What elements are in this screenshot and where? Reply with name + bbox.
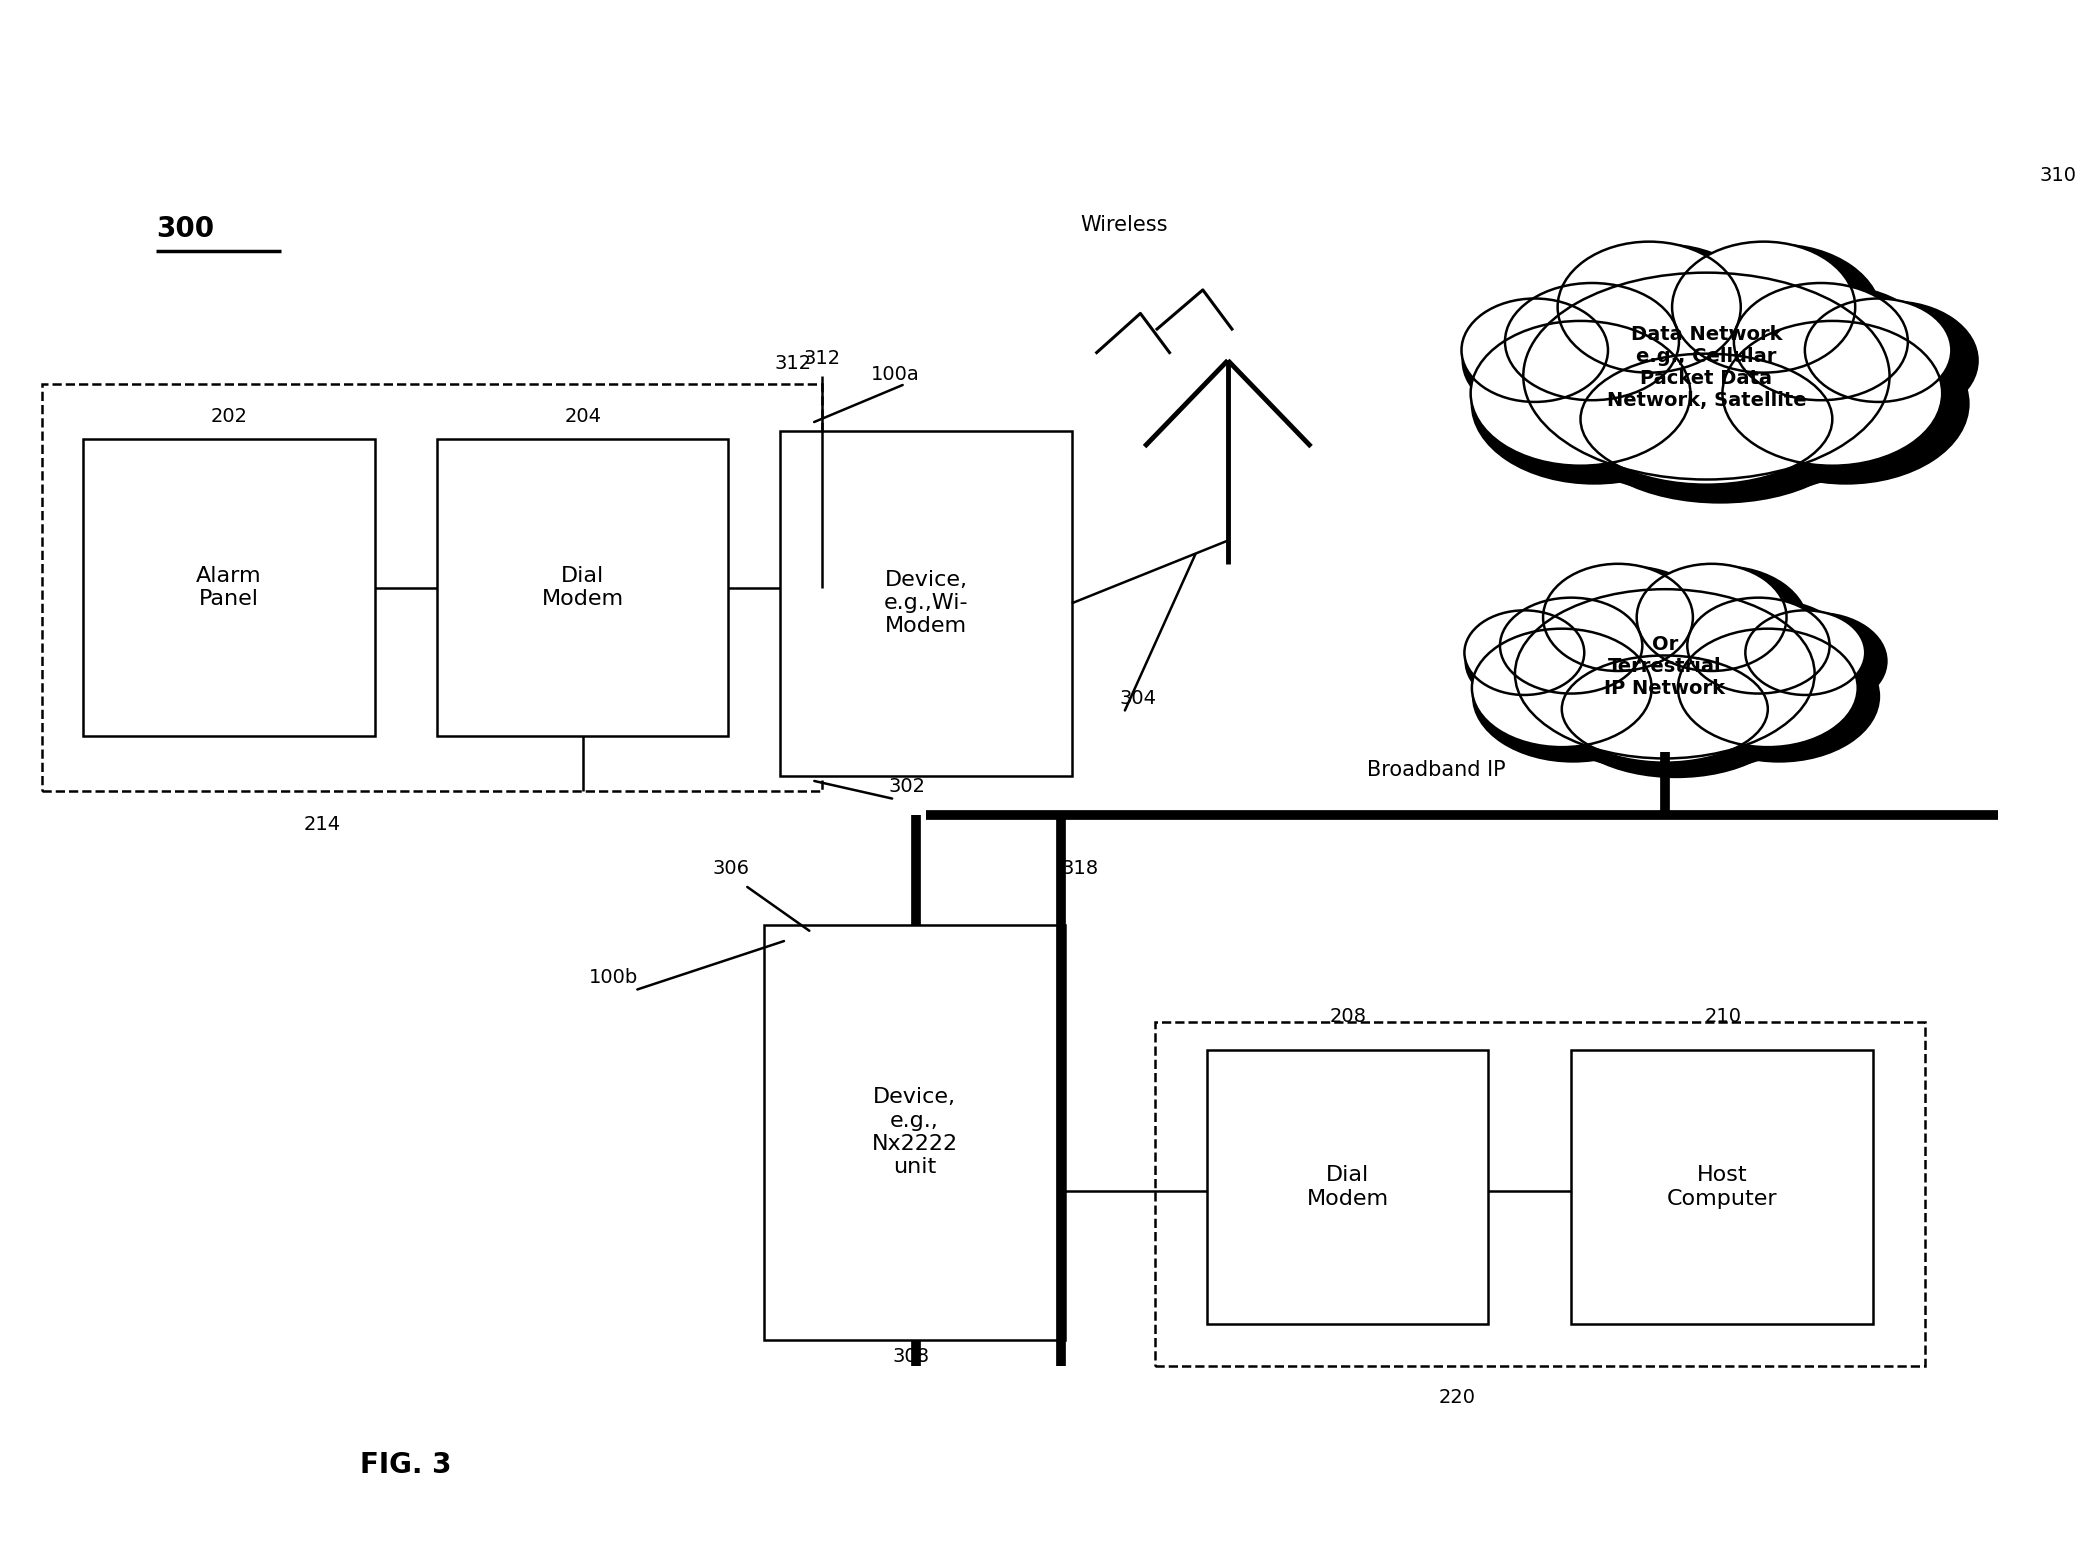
Bar	[780, 431, 1072, 776]
Text: Host
Computer: Host Computer	[1667, 1166, 1777, 1208]
Text: 202: 202	[210, 407, 248, 426]
Text: Broadband IP: Broadband IP	[1367, 760, 1505, 780]
Text: 100b: 100b	[589, 968, 639, 987]
Ellipse shape	[1723, 323, 1971, 484]
Bar	[42, 384, 822, 791]
Ellipse shape	[1544, 564, 1694, 671]
Ellipse shape	[1733, 285, 1935, 420]
Ellipse shape	[1544, 566, 1715, 686]
Ellipse shape	[1746, 611, 1865, 696]
Text: 308: 308	[893, 1348, 930, 1366]
Ellipse shape	[1582, 354, 1831, 484]
Ellipse shape	[1688, 599, 1852, 708]
Ellipse shape	[1557, 241, 1740, 373]
Ellipse shape	[1671, 241, 1856, 373]
Ellipse shape	[1677, 630, 1881, 763]
Text: 204: 204	[564, 407, 601, 426]
Text: Data Network
e.g., Cellular
Packet Data
Network, Satellite: Data Network e.g., Cellular Packet Data …	[1607, 324, 1806, 411]
Ellipse shape	[1471, 628, 1652, 747]
Ellipse shape	[1461, 301, 1636, 422]
Ellipse shape	[1471, 323, 1719, 484]
Ellipse shape	[1471, 321, 1690, 465]
Bar	[1155, 1022, 1925, 1366]
Text: 312: 312	[803, 349, 841, 368]
Text: Dial
Modem: Dial Modem	[1307, 1166, 1388, 1208]
Ellipse shape	[1746, 611, 1887, 710]
Ellipse shape	[1515, 589, 1815, 758]
Text: Device,
e.g.,Wi-
Modem: Device, e.g.,Wi- Modem	[884, 570, 968, 636]
Ellipse shape	[1523, 274, 1917, 498]
Ellipse shape	[1804, 301, 1979, 422]
Text: 312: 312	[774, 354, 812, 373]
Ellipse shape	[1671, 243, 1883, 392]
Ellipse shape	[1505, 284, 1679, 400]
Ellipse shape	[1804, 298, 1952, 401]
Bar	[437, 439, 728, 736]
Ellipse shape	[1561, 657, 1790, 779]
Ellipse shape	[1465, 611, 1607, 710]
Text: Dial
Modem: Dial Modem	[541, 566, 624, 610]
Ellipse shape	[1561, 655, 1769, 763]
Text: Device,
e.g.,
Nx2222
unit: Device, e.g., Nx2222 unit	[872, 1087, 957, 1177]
Text: FIG. 3: FIG. 3	[360, 1451, 452, 1479]
Ellipse shape	[1505, 285, 1706, 420]
Bar	[83, 439, 375, 736]
Ellipse shape	[1500, 599, 1665, 708]
Bar	[1207, 1050, 1488, 1324]
Ellipse shape	[1688, 597, 1829, 694]
Ellipse shape	[1723, 321, 1942, 465]
Text: 302: 302	[889, 777, 926, 796]
Text: 214: 214	[304, 815, 341, 834]
Bar	[1571, 1050, 1873, 1324]
Text: 100a: 100a	[870, 365, 920, 384]
Ellipse shape	[1636, 564, 1785, 671]
Text: Wireless: Wireless	[1080, 215, 1167, 235]
Text: Or
Terrestrial
IP Network: Or Terrestrial IP Network	[1604, 635, 1725, 699]
Text: 304: 304	[1120, 689, 1157, 708]
Ellipse shape	[1733, 284, 1908, 400]
Text: 310: 310	[2039, 166, 2077, 185]
Ellipse shape	[1636, 566, 1808, 686]
Bar	[764, 925, 1065, 1340]
Text: 318: 318	[1061, 859, 1099, 878]
Ellipse shape	[1515, 591, 1838, 774]
Text: 306: 306	[712, 859, 749, 878]
Text: Alarm
Panel: Alarm Panel	[196, 566, 262, 610]
Ellipse shape	[1461, 298, 1609, 401]
Text: 300: 300	[156, 215, 214, 243]
Ellipse shape	[1471, 630, 1675, 763]
Ellipse shape	[1582, 356, 1860, 503]
Text: 208: 208	[1330, 1008, 1367, 1026]
Ellipse shape	[1557, 243, 1769, 392]
Ellipse shape	[1465, 611, 1584, 696]
Ellipse shape	[1677, 628, 1858, 747]
Ellipse shape	[1523, 273, 1890, 480]
Ellipse shape	[1500, 597, 1642, 694]
Text: 220: 220	[1438, 1388, 1475, 1407]
Text: 210: 210	[1704, 1008, 1742, 1026]
